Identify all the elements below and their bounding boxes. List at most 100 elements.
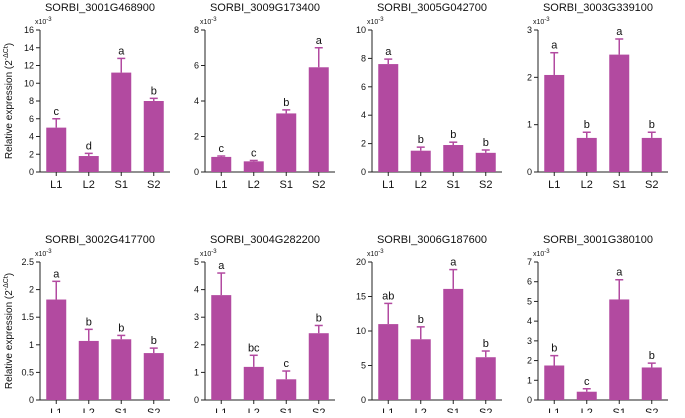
y-tick-label: 2 (29, 149, 34, 159)
significance-label: c (219, 143, 225, 155)
y-tick-label: 1 (194, 367, 199, 377)
y-tick-label: 8 (361, 53, 366, 63)
y-axis-title: Relative expression (2-ΔCt) (3, 273, 15, 389)
significance-label: a (53, 268, 60, 280)
bar-l2 (576, 391, 597, 400)
y-tick-label: 2 (194, 340, 199, 350)
bar-s2 (475, 357, 496, 400)
axis-multiplier: x10-3 (35, 249, 52, 258)
y-tick-label: 1 (527, 120, 532, 130)
y-tick-label: 5 (527, 296, 532, 306)
axis-multiplier: x10-3 (35, 17, 52, 26)
y-tick-label: 2 (194, 132, 199, 142)
bar-s2 (641, 367, 662, 400)
y-tick-label: 2 (527, 72, 532, 82)
axis-multiplier: x10-3 (367, 249, 384, 258)
x-tick-label: L2 (581, 179, 593, 191)
significance-label: ab (382, 290, 394, 302)
x-tick-label: S1 (280, 179, 293, 191)
y-tick-label: 0 (194, 167, 199, 177)
significance-label: a (385, 46, 392, 58)
y-tick-label: 4 (29, 132, 34, 142)
significance-label: b (418, 314, 424, 326)
significance-label: b (151, 85, 157, 97)
y-tick-label: 4 (361, 110, 366, 120)
x-tick-label: L1 (548, 407, 560, 413)
y-tick-label: 4 (527, 316, 532, 326)
y-tick-label: 3 (194, 312, 199, 322)
x-tick-label: L2 (83, 407, 95, 413)
bar-s1 (609, 54, 630, 172)
x-tick-label: L1 (382, 179, 394, 191)
x-tick-label: L2 (415, 407, 427, 413)
bar-l1 (378, 324, 399, 400)
significance-label: c (54, 106, 60, 118)
x-tick-label: L2 (248, 407, 260, 413)
bar-l2 (410, 339, 431, 400)
bar-s1 (276, 113, 297, 172)
panel-title: SORBI_3001G468900 (45, 2, 155, 14)
x-tick-label: S2 (312, 179, 325, 191)
bar-l1 (46, 299, 67, 400)
bar-l2 (243, 366, 264, 400)
bar-s1 (443, 145, 464, 172)
y-tick-label: 3 (527, 25, 532, 35)
significance-label: b (551, 343, 557, 355)
x-tick-label: S1 (447, 179, 460, 191)
significance-label: b (584, 119, 590, 131)
axis-multiplier: x10-3 (200, 249, 217, 258)
y-tick-label: 8 (29, 96, 34, 106)
significance-label: a (616, 267, 623, 279)
y-axis-title: Relative expression (2-ΔCt) (3, 43, 15, 159)
bar-s1 (609, 299, 630, 400)
y-tick-label: 0 (361, 167, 366, 177)
y-tick-label: 4 (194, 285, 199, 295)
bar-s1 (111, 72, 132, 172)
bar-l2 (78, 156, 99, 172)
bar-s1 (276, 379, 297, 400)
y-tick-label: 0 (527, 167, 532, 177)
x-tick-label: S2 (479, 179, 492, 191)
significance-label: a (616, 26, 623, 38)
panel-title: SORBI_3009G173400 (210, 2, 320, 14)
bar-l1 (378, 64, 399, 172)
bar-l2 (243, 161, 264, 172)
bar-l1 (544, 365, 565, 400)
significance-label: b (418, 134, 424, 146)
x-tick-label: L1 (215, 407, 227, 413)
y-tick-label: 2 (527, 356, 532, 366)
panel-title: SORBI_3004G282200 (210, 234, 320, 246)
y-tick-label: 0 (29, 395, 34, 405)
y-tick-label: 6 (361, 82, 366, 92)
y-tick-label: 2 (29, 285, 34, 295)
significance-label: d (86, 140, 92, 152)
x-tick-label: L1 (50, 179, 62, 191)
y-tick-label: 12 (24, 61, 34, 71)
y-tick-label: 2.5 (21, 257, 34, 267)
x-tick-label: S2 (147, 179, 160, 191)
y-tick-label: 10 (24, 78, 34, 88)
y-tick-label: 0 (361, 395, 366, 405)
x-tick-label: S2 (147, 407, 160, 413)
x-tick-label: L1 (215, 179, 227, 191)
x-tick-label: S1 (447, 407, 460, 413)
y-tick-label: 0 (29, 167, 34, 177)
y-tick-label: 10 (356, 326, 366, 336)
y-tick-label: 3 (527, 336, 532, 346)
significance-label: bc (248, 342, 260, 354)
y-tick-label: 0 (527, 395, 532, 405)
bar-l1 (211, 156, 232, 172)
y-tick-label: 1.5 (21, 312, 34, 322)
panel-title: SORBI_3005G042700 (377, 2, 487, 14)
significance-label: a (118, 45, 125, 57)
significance-label: a (218, 260, 225, 272)
bar-s2 (308, 333, 329, 400)
significance-label: b (649, 350, 655, 362)
y-tick-label: 14 (24, 43, 34, 53)
bar-s2 (143, 353, 164, 400)
panel-title: SORBI_3003G339100 (543, 2, 653, 14)
x-tick-label: S2 (645, 407, 658, 413)
x-tick-label: L2 (415, 179, 427, 191)
y-tick-label: 6 (194, 61, 199, 71)
